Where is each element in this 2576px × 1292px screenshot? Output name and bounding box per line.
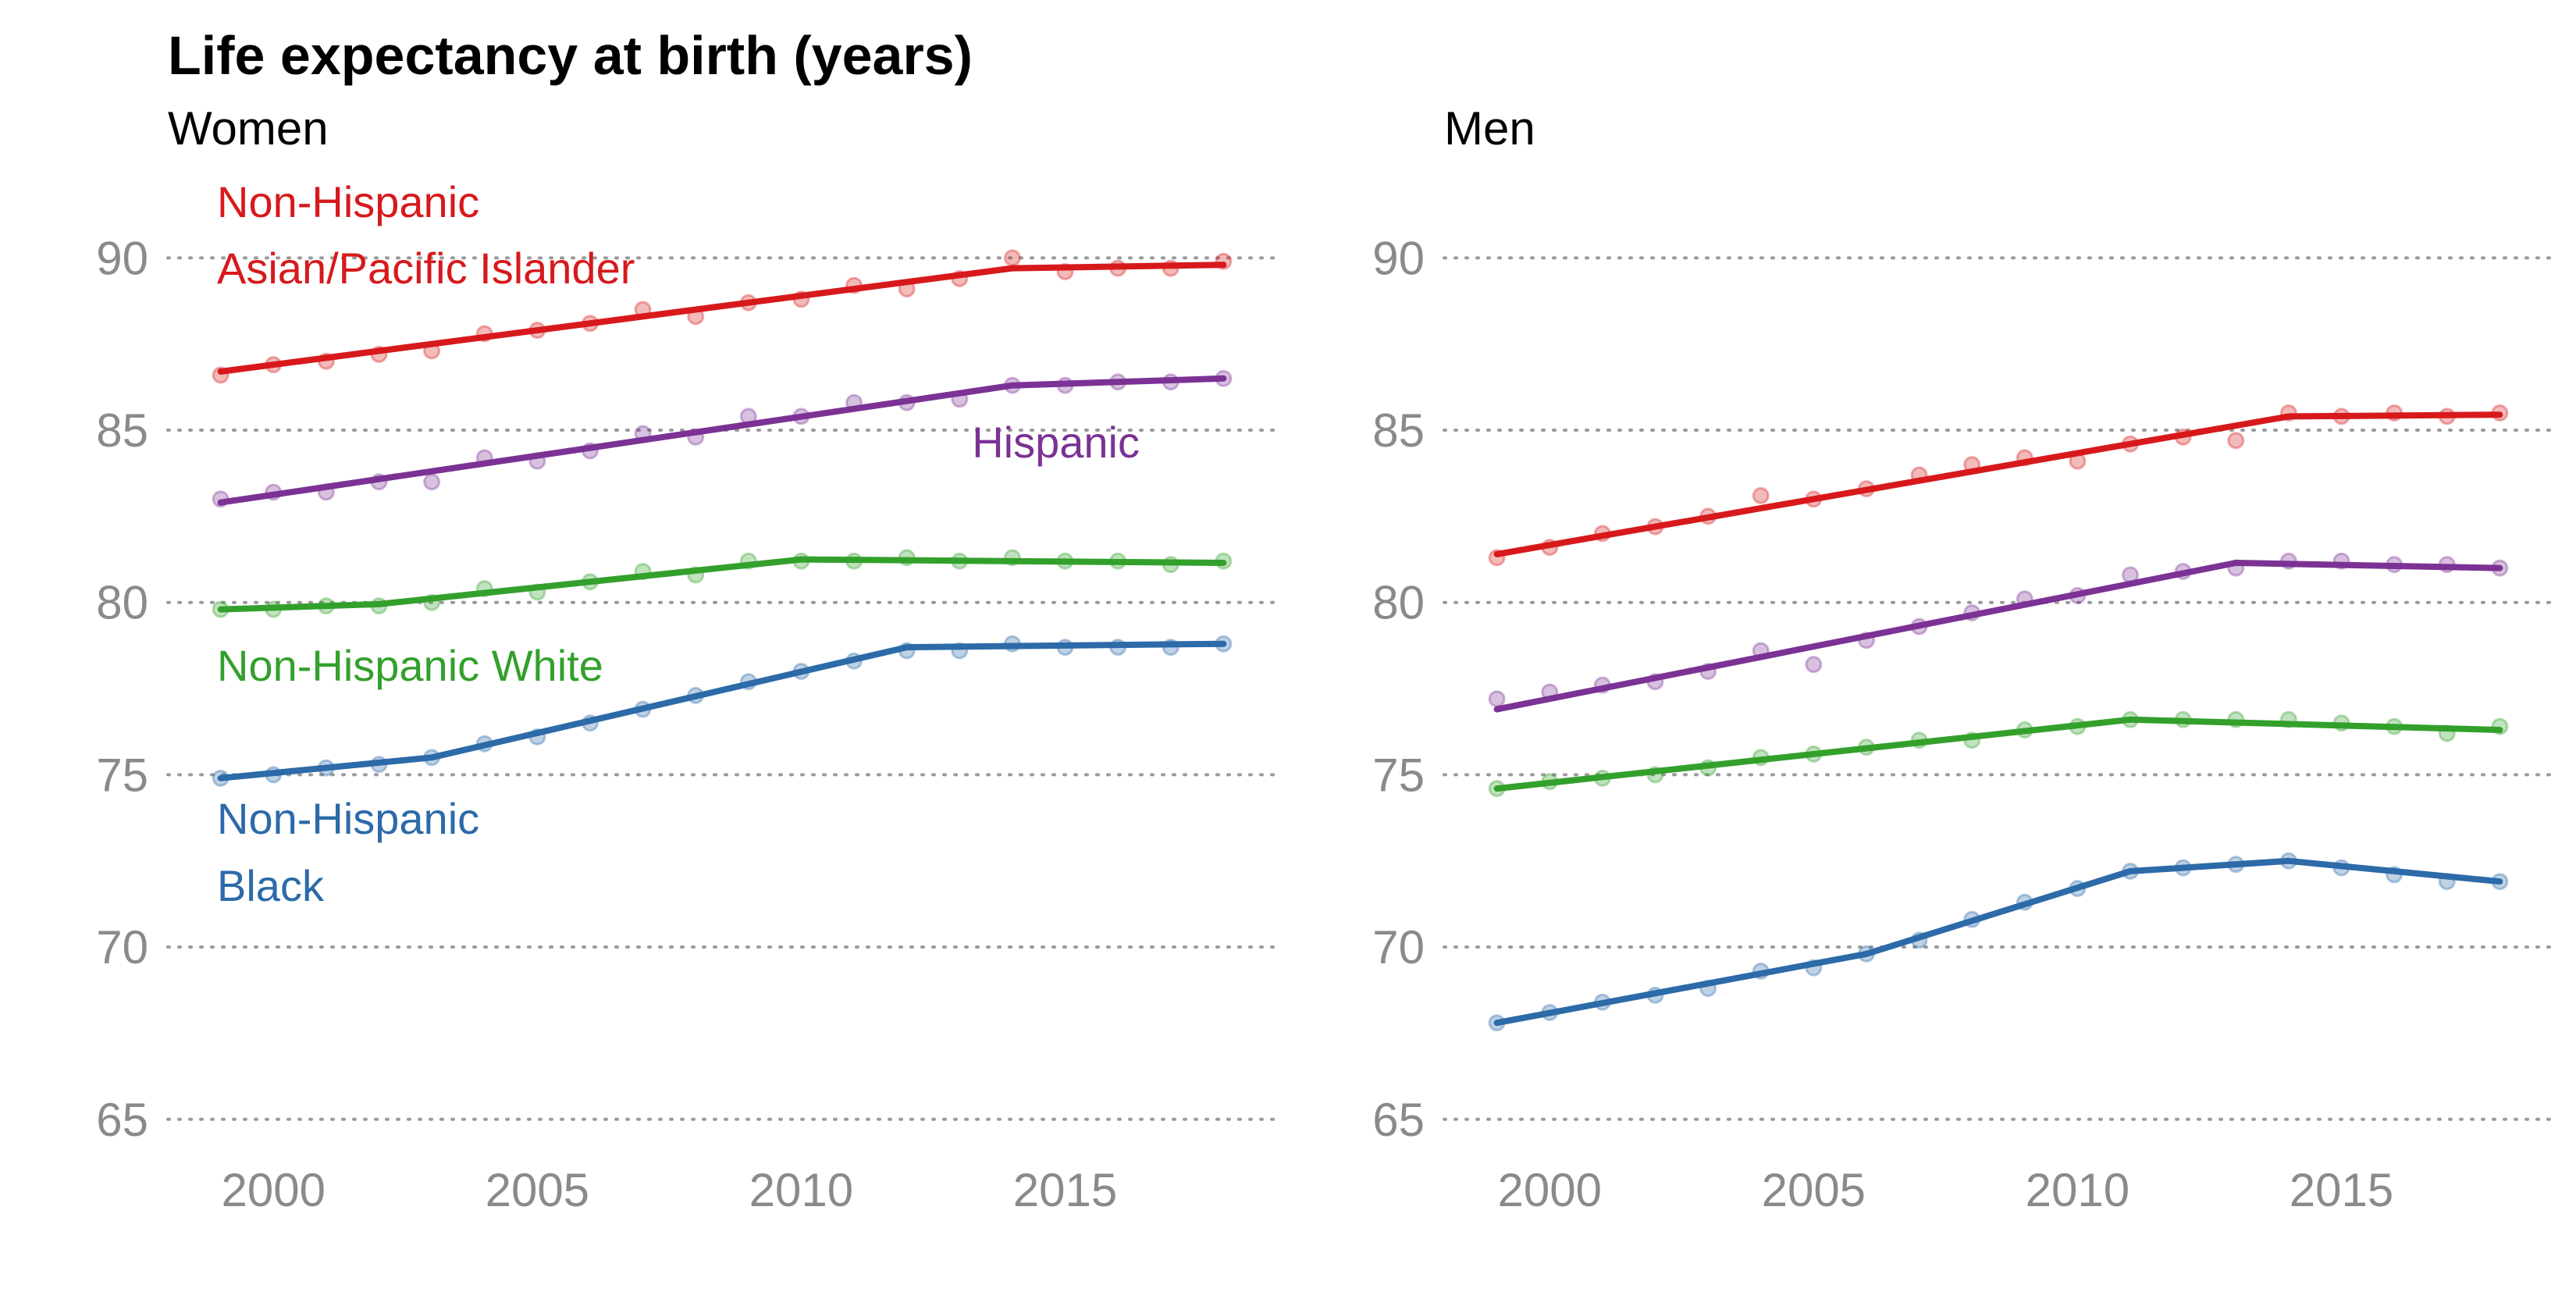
data-point-hispanic — [1488, 690, 1506, 708]
data-point-asian — [2227, 432, 2245, 450]
series-asian — [1488, 404, 2509, 567]
series-hispanic: Hispanic — [212, 369, 1233, 508]
y-tick-label: 90 — [96, 232, 148, 284]
series-label-asian: Asian/Pacific Islander — [217, 244, 635, 293]
data-point-asian — [1752, 486, 1770, 504]
data-point-asian — [1003, 249, 1021, 267]
y-tick-label: 70 — [1372, 921, 1425, 973]
x-tick-label: 2010 — [2026, 1164, 2129, 1216]
series-asian: Non-Hispanic Asian/Pacific Islander — [212, 177, 1233, 384]
y-tick-label: 65 — [1372, 1094, 1425, 1146]
y-tick-label: 80 — [96, 577, 148, 629]
trend-line-hispanic — [217, 375, 1227, 506]
series-white: Non-Hispanic White — [212, 549, 1233, 690]
series-hispanic — [1488, 552, 2509, 713]
panel-subtitle-women: Women — [168, 102, 329, 155]
trend-line-black — [217, 640, 1227, 781]
x-tick-label: 2005 — [1762, 1164, 1866, 1216]
series-white — [1488, 710, 2509, 798]
y-tick-label: 80 — [1372, 577, 1425, 629]
series-label-black: Non-Hispanic — [217, 794, 479, 843]
y-tick-label: 75 — [1372, 749, 1425, 801]
data-point-hispanic — [423, 473, 441, 491]
series-label-asian: Non-Hispanic — [217, 177, 479, 226]
series-label-black: Black — [217, 861, 325, 910]
series-black: Non-Hispanic Black — [212, 635, 1233, 910]
series-label-hispanic: Hispanic — [972, 418, 1140, 467]
y-tick-label: 75 — [96, 749, 148, 801]
x-tick-label: 2000 — [1497, 1164, 1601, 1216]
trend-line-asian — [1493, 411, 2503, 557]
y-tick-label: 70 — [96, 921, 148, 973]
y-tick-label: 85 — [1372, 404, 1425, 457]
series-label-white: Non-Hispanic White — [217, 641, 603, 690]
panel-men: Men 65 70 75 80 85 90 2000 2005 2010 2015 — [1372, 102, 2554, 1216]
y-tick-label: 65 — [96, 1094, 148, 1146]
x-tick-label: 2010 — [749, 1164, 853, 1216]
y-tick-label: 85 — [96, 404, 148, 457]
trend-line-white — [1493, 716, 2503, 792]
trend-line-white — [217, 556, 1227, 613]
series-black — [1488, 852, 2509, 1032]
panel-women: Women 65 70 75 80 85 90 2000 2005 2010 2015 Non-His… — [96, 102, 1278, 1216]
chart-title: Life expectancy at birth (years) — [168, 25, 973, 86]
x-tick-label: 2005 — [486, 1164, 589, 1216]
trend-line-black — [1493, 857, 2503, 1027]
x-tick-label: 2015 — [1013, 1164, 1117, 1216]
trend-line-hispanic — [1493, 560, 2503, 713]
panel-subtitle-men: Men — [1444, 102, 1535, 155]
trend-line-asian — [217, 262, 1227, 375]
y-tick-label: 90 — [1372, 232, 1425, 284]
data-point-hispanic — [1805, 656, 1823, 674]
x-tick-label: 2000 — [221, 1164, 325, 1216]
x-tick-label: 2015 — [2290, 1164, 2393, 1216]
